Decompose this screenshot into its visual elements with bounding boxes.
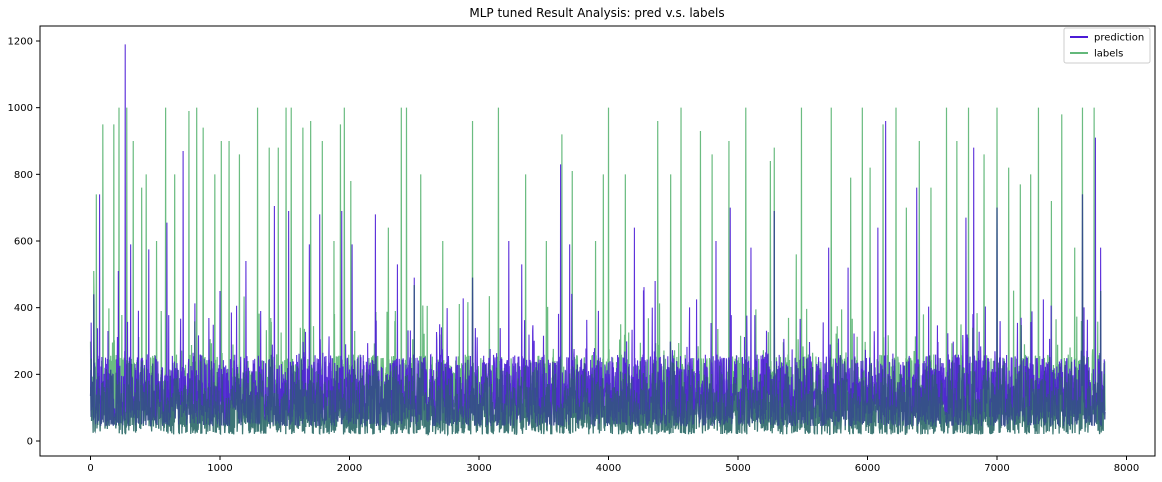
x-tick-label: 4000 (596, 463, 621, 474)
y-tick-label: 1000 (8, 103, 33, 114)
x-tick-label: 8000 (1114, 463, 1139, 474)
x-tick-label: 2000 (337, 463, 362, 474)
y-tick-label: 200 (14, 370, 33, 381)
y-tick-label: 800 (14, 170, 33, 181)
x-tick-label: 1000 (207, 463, 232, 474)
chart-title: MLP tuned Result Analysis: pred v.s. lab… (469, 6, 724, 20)
y-tick-label: 600 (14, 237, 33, 248)
x-tick-label: 6000 (855, 463, 880, 474)
y-tick-label: 0 (27, 437, 33, 448)
x-tick-label: 0 (87, 463, 93, 474)
y-tick-label: 400 (14, 303, 33, 314)
plot-area (89, 44, 1106, 437)
legend-label-labels: labels (1094, 49, 1123, 60)
series-overlap-band (89, 194, 1106, 437)
legend-label-prediction: prediction (1094, 33, 1144, 44)
x-tick-label: 5000 (725, 463, 750, 474)
y-tick-label: 1200 (8, 37, 33, 48)
legend: prediction labels (1063, 27, 1151, 64)
axes: 0 1000 2000 3000 4000 5000 6000 7000 8000 0 200 400… (8, 25, 1156, 474)
x-tick-label: 3000 (466, 463, 491, 474)
x-tick-label: 7000 (984, 463, 1009, 474)
